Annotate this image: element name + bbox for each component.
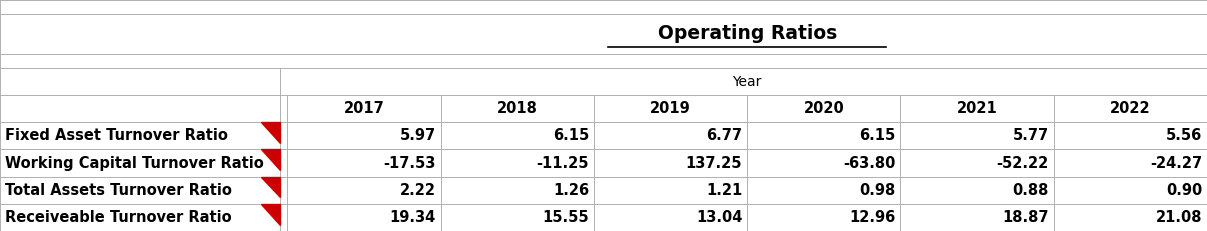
Text: 2.22: 2.22 [400, 183, 436, 198]
Text: -24.27: -24.27 [1150, 155, 1202, 170]
Text: 1.26: 1.26 [553, 183, 589, 198]
Polygon shape [261, 149, 280, 170]
Text: 15.55: 15.55 [542, 210, 589, 225]
Text: 5.97: 5.97 [400, 128, 436, 143]
Text: 6.15: 6.15 [859, 128, 896, 143]
Text: Receiveable Turnover Ratio: Receiveable Turnover Ratio [5, 210, 232, 225]
Text: 1.21: 1.21 [706, 183, 742, 198]
Text: 2021: 2021 [957, 101, 997, 116]
Text: 6.77: 6.77 [706, 128, 742, 143]
Text: 2020: 2020 [804, 101, 844, 116]
Polygon shape [261, 122, 280, 143]
Text: 6.15: 6.15 [553, 128, 589, 143]
Text: 137.25: 137.25 [686, 155, 742, 170]
Text: 13.04: 13.04 [696, 210, 742, 225]
Text: 5.56: 5.56 [1166, 128, 1202, 143]
Text: Total Assets Turnover Ratio: Total Assets Turnover Ratio [5, 183, 232, 198]
Text: -52.22: -52.22 [997, 155, 1049, 170]
Text: 0.90: 0.90 [1166, 183, 1202, 198]
Polygon shape [261, 177, 280, 198]
Text: -17.53: -17.53 [384, 155, 436, 170]
Text: Working Capital Turnover Ratio: Working Capital Turnover Ratio [5, 155, 263, 170]
Polygon shape [261, 204, 280, 225]
Text: -11.25: -11.25 [537, 155, 589, 170]
Text: -63.80: -63.80 [844, 155, 896, 170]
Text: 0.98: 0.98 [859, 183, 896, 198]
Text: Year: Year [733, 75, 762, 88]
Text: Operating Ratios: Operating Ratios [658, 24, 836, 43]
Text: 2018: 2018 [497, 101, 537, 116]
Text: 21.08: 21.08 [1155, 210, 1202, 225]
Text: 2017: 2017 [344, 101, 384, 116]
Text: 0.88: 0.88 [1013, 183, 1049, 198]
Text: 2019: 2019 [651, 101, 690, 116]
Text: 19.34: 19.34 [390, 210, 436, 225]
Text: 18.87: 18.87 [1002, 210, 1049, 225]
Text: 5.77: 5.77 [1013, 128, 1049, 143]
Text: 2022: 2022 [1110, 101, 1150, 116]
Text: 12.96: 12.96 [850, 210, 896, 225]
Text: Fixed Asset Turnover Ratio: Fixed Asset Turnover Ratio [5, 128, 228, 143]
